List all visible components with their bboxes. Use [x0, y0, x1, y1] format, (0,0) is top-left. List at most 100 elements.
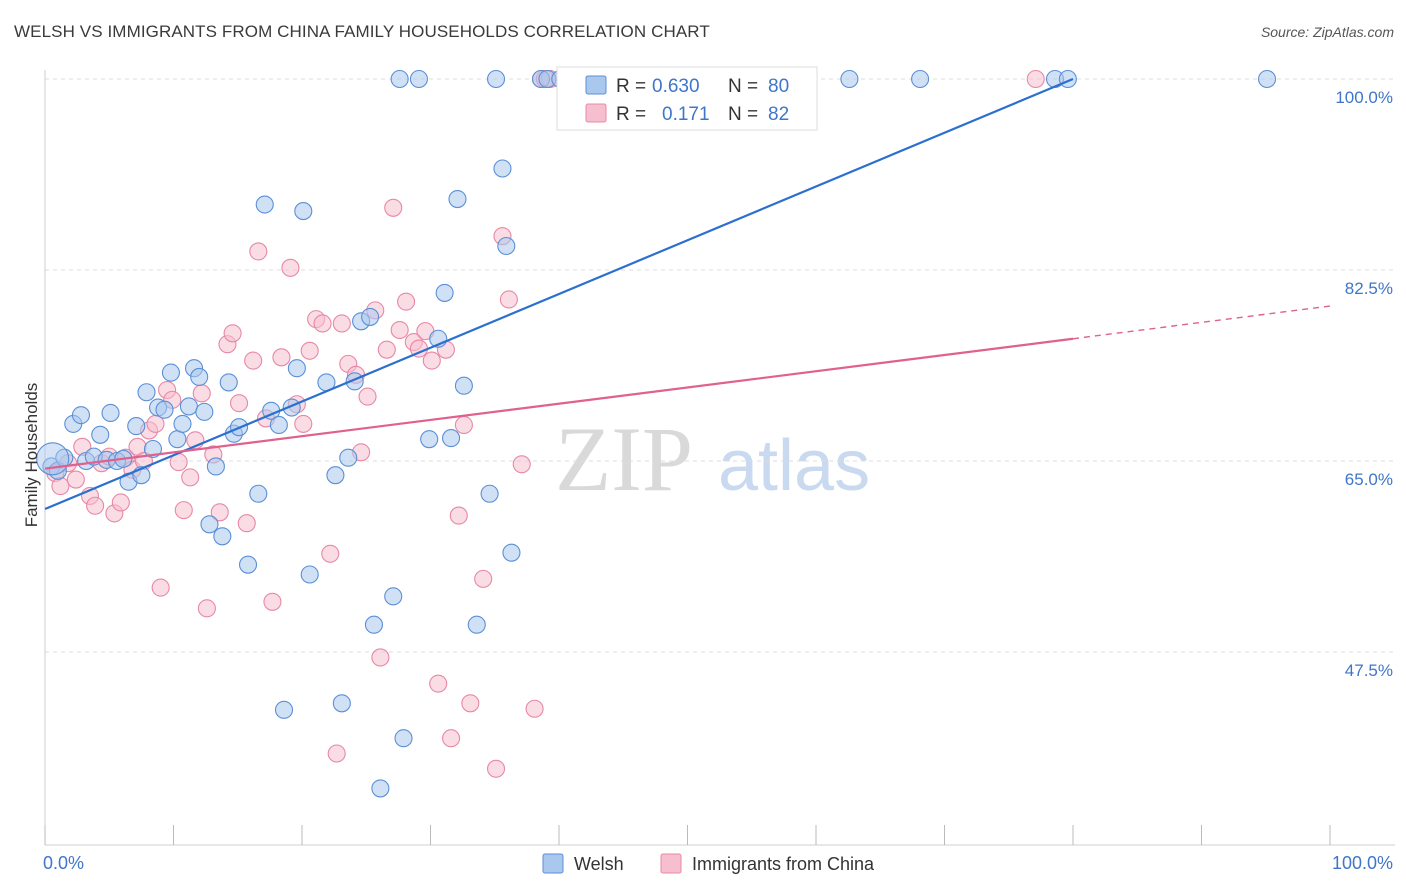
bottom-legend: Welsh Immigrants from China	[542, 853, 875, 874]
china-point	[66, 470, 85, 489]
welsh-point	[294, 202, 313, 221]
welsh-point	[219, 373, 238, 392]
china-point	[512, 455, 531, 474]
legend-china-label: Immigrants from China	[692, 854, 875, 874]
stats-n-value-welsh: 80	[768, 76, 789, 97]
stats-r-value-welsh: 0.630	[652, 76, 700, 97]
series-china-points	[46, 69, 1045, 778]
welsh-point	[101, 403, 120, 423]
watermark: ZIP atlas	[555, 408, 870, 510]
stats-n-label-china: N =	[728, 104, 758, 125]
china-point	[474, 569, 493, 588]
welsh-point	[195, 402, 214, 421]
welsh-point	[161, 363, 180, 382]
welsh-point	[127, 417, 146, 436]
welsh-point	[155, 400, 174, 419]
welsh-point	[1257, 69, 1277, 89]
stats-legend: R = 0.630 N = 80 R = 0.171 N = 82	[556, 66, 818, 131]
welsh-point	[442, 429, 461, 448]
china-point	[86, 496, 105, 515]
welsh-point	[361, 307, 380, 326]
china-point	[300, 341, 319, 360]
china-trend-extension	[1072, 305, 1331, 340]
china-point	[499, 290, 518, 309]
china-point	[192, 384, 211, 403]
china-point	[358, 387, 377, 406]
stats-r-label-welsh: R =	[616, 76, 646, 97]
china-point	[263, 592, 282, 611]
y-tick-label: 82.5%	[1345, 279, 1393, 298]
welsh-point	[206, 457, 225, 476]
chart-title: WELSH VS IMMIGRANTS FROM CHINA FAMILY HO…	[14, 22, 710, 41]
y-axis-label: Family Households	[22, 383, 41, 528]
welsh-point	[1058, 69, 1077, 89]
welsh-point	[137, 383, 156, 402]
china-point	[377, 340, 396, 359]
welsh-point	[143, 439, 162, 459]
welsh-trend-line	[44, 77, 1074, 511]
china-point	[223, 324, 242, 343]
welsh-point	[332, 694, 351, 713]
china-point	[197, 599, 216, 618]
welsh-point	[91, 425, 110, 444]
china-point	[486, 759, 506, 778]
china-point	[332, 314, 351, 333]
welsh-point	[364, 615, 384, 634]
welsh-point	[420, 430, 439, 449]
china-swatch	[585, 103, 607, 123]
welsh-point	[287, 359, 306, 378]
welsh-point	[255, 195, 274, 214]
china-point	[181, 468, 200, 487]
welsh-point	[467, 615, 486, 634]
welsh-point	[435, 283, 454, 302]
legend-welsh-swatch	[542, 853, 564, 874]
welsh-swatch	[585, 75, 607, 95]
china-point	[454, 415, 473, 435]
welsh-point	[238, 555, 258, 574]
china-point	[429, 674, 448, 693]
china-point	[390, 320, 409, 340]
welsh-point	[200, 515, 219, 534]
tick-labels: 47.5% 65.0% 82.5% 100.0% 0.0% 100.0%	[43, 88, 1393, 873]
china-point	[397, 292, 416, 311]
stats-n-label-welsh: N =	[728, 76, 758, 97]
welsh-point	[300, 565, 319, 584]
welsh-point	[390, 69, 409, 89]
china-point	[174, 501, 193, 520]
welsh-point	[497, 236, 516, 256]
welsh-point	[36, 442, 70, 476]
china-point	[272, 348, 291, 367]
china-point	[111, 493, 130, 512]
china-point	[461, 694, 480, 713]
series-welsh-points	[36, 69, 1277, 798]
welsh-point	[168, 430, 187, 449]
welsh-point	[911, 69, 930, 89]
stats-r-label-china: R =	[616, 104, 646, 125]
china-point	[294, 414, 313, 433]
china-point	[442, 729, 461, 748]
y-tick-label: 100.0%	[1335, 88, 1393, 107]
x-tick-label-max: 100.0%	[1332, 853, 1393, 873]
welsh-point	[173, 414, 192, 433]
welsh-point	[448, 190, 467, 209]
stats-n-value-china: 82	[768, 104, 789, 125]
welsh-point	[274, 700, 294, 719]
welsh-point	[371, 779, 390, 798]
china-point	[151, 578, 170, 597]
trend-lines	[44, 77, 1331, 511]
china-point	[229, 394, 249, 413]
china-point	[327, 744, 346, 763]
welsh-point	[840, 69, 859, 89]
china-point	[249, 242, 268, 261]
china-point	[51, 477, 70, 496]
china-point	[1026, 69, 1045, 89]
china-point	[449, 506, 468, 525]
welsh-point	[394, 729, 413, 748]
legend-china-swatch	[660, 853, 682, 874]
watermark-zip: ZIP	[555, 408, 693, 510]
welsh-point	[384, 587, 403, 606]
welsh-point	[339, 448, 358, 467]
y-tick-label: 65.0%	[1345, 470, 1393, 489]
welsh-point	[190, 367, 209, 387]
